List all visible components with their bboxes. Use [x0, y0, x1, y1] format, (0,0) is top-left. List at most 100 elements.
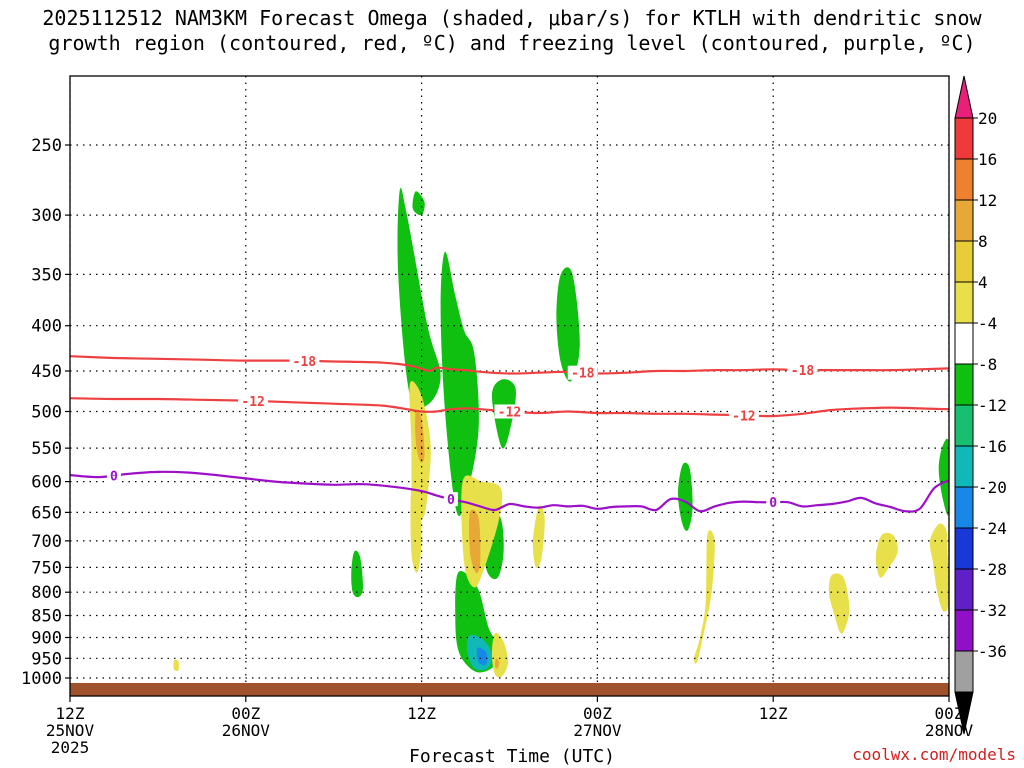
contour-label-bg-0-1	[567, 365, 598, 380]
omega-area-22	[828, 573, 850, 634]
y-tick-label-800: 800	[31, 583, 62, 603]
y-tick-label-600: 600	[31, 473, 62, 493]
colorbar-label-1: 16	[978, 150, 997, 169]
omega-area-17	[532, 505, 545, 569]
credit-text: coolwx.com/models	[852, 745, 1016, 764]
y-tick-label-300: 300	[31, 206, 62, 226]
contour-label-bg-1-2	[728, 408, 759, 423]
colorbar-label-5: -4	[978, 314, 997, 333]
contour-label-1-2: -12	[732, 409, 755, 424]
x-tick-label-0: 12Z	[56, 704, 85, 723]
contour-label-1-0: -12	[241, 395, 264, 410]
omega-area-13	[415, 410, 425, 463]
plot-area: -18 -18 -18 -12 -12 -12 0 0 0	[70, 76, 949, 696]
omega-area-21	[694, 530, 715, 664]
colorbar-top-arrow	[954, 75, 974, 119]
colorbar-bin-4	[954, 281, 974, 324]
x-tick-date-36: 27NOV	[573, 721, 622, 740]
contour-label-bg-2-0	[106, 468, 121, 483]
y-tick-label-950: 950	[31, 649, 62, 669]
y-tick-label-1000: 1000	[21, 669, 62, 689]
colorbar-bin-2	[954, 199, 974, 242]
contour-label-bg-0-2	[787, 363, 818, 378]
y-tick-label-250: 250	[31, 136, 62, 156]
omega-area-6	[938, 438, 949, 516]
omega-area-24	[929, 523, 949, 612]
colorbar-label-12: -32	[978, 601, 1007, 620]
colorbar-bin-5	[954, 322, 974, 365]
omega-area-20	[173, 659, 179, 672]
x-tick-date-0: 25NOV	[46, 721, 95, 740]
contour-label-2-1: 0	[447, 493, 455, 508]
colorbar-label-6: -8	[978, 355, 997, 374]
colorbar-label-2: 12	[978, 191, 997, 210]
x-tick-label-48: 12Z	[759, 704, 788, 723]
omega-area-16	[469, 509, 481, 573]
colorbar-bin-6	[954, 363, 974, 406]
contour-label-bg-2-2	[766, 495, 781, 510]
y-tick-label-550: 550	[31, 439, 62, 459]
ground-fill	[70, 682, 949, 696]
colorbar-bin-0	[954, 117, 974, 160]
colorbar-bottom-arrow	[954, 691, 974, 735]
omega-area-14	[410, 483, 422, 573]
omega-area-11	[476, 647, 488, 666]
contour-label-0-1: -18	[571, 367, 595, 382]
y-tick-label-750: 750	[31, 558, 62, 578]
x-tick-label-36: 00Z	[583, 704, 612, 723]
x-tick-label-60: 00Z	[935, 704, 964, 723]
colorbar-label-0: 20	[978, 109, 997, 128]
colorbar-bin-3	[954, 240, 974, 283]
x-tick-year-0: 2025	[51, 738, 90, 757]
colorbar-bin-8	[954, 445, 974, 488]
colorbar-bin-9	[954, 486, 974, 529]
colorbar-bin-7	[954, 404, 974, 447]
contour-label-bg-2-1	[443, 492, 458, 507]
y-tick-label-900: 900	[31, 628, 62, 648]
y-tick-label-850: 850	[31, 607, 62, 627]
colorbar-label-11: -28	[978, 560, 1007, 579]
omega-area-0	[397, 187, 441, 410]
contour-label-0-0: -18	[293, 355, 317, 370]
y-tick-label-400: 400	[31, 317, 62, 337]
contour-label-2-0: 0	[110, 469, 118, 484]
x-tick-date-12: 26NOV	[222, 721, 271, 740]
omega-area-19	[494, 658, 500, 669]
colorbar-bin-12	[954, 609, 974, 652]
colorbar-label-13: -36	[978, 642, 1007, 661]
x-tick-label-12: 00Z	[231, 704, 260, 723]
colorbar-label-9: -20	[978, 478, 1007, 497]
colorbar-bin-13	[954, 650, 974, 693]
omega-area-5	[678, 462, 693, 531]
omega-area-18	[491, 632, 509, 678]
chart-title: 2025112512 NAM3KM Forecast Omega (shaded…	[0, 6, 1024, 56]
omega-area-1	[412, 191, 425, 216]
x-tick-date-60: 28NOV	[925, 721, 974, 740]
contour-label-bg-1-0	[238, 393, 269, 408]
contour-label-bg-0-0	[289, 353, 320, 368]
contour-label-0-2: -18	[791, 364, 815, 379]
chart-title-line1: 2025112512 NAM3KM Forecast Omega (shaded…	[42, 6, 982, 30]
omega-area-23	[875, 532, 898, 578]
colorbar-bin-10	[954, 527, 974, 570]
omega-area-2	[440, 251, 479, 517]
omega-area-4	[556, 267, 580, 382]
contour-label-1-1: -12	[498, 406, 521, 421]
y-tick-label-450: 450	[31, 362, 62, 382]
colorbar-bin-1	[954, 158, 974, 201]
contour-label-bg-1-1	[494, 404, 525, 419]
axes: 2503003504004505005506006507007508008509…	[21, 75, 974, 757]
colorbar-label-7: -12	[978, 396, 1007, 415]
plot-content: -18 -18 -18 -12 -12 -12 0 0 0	[70, 76, 949, 696]
contour-line-2	[70, 470, 949, 513]
chart-title-line2: growth region (contoured, red, ºC) and f…	[48, 31, 976, 55]
omega-area-7	[351, 550, 364, 598]
colorbar-label-4: 4	[978, 273, 988, 292]
x-axis-label: Forecast Time (UTC)	[409, 746, 615, 767]
colorbar: 20 16 12 8 4 -4 -8 -12 -16 -20 -24 -28 -32 -36	[954, 75, 1007, 735]
contour-label-2-2: 0	[769, 496, 777, 511]
y-tick-label-500: 500	[31, 403, 62, 423]
colorbar-label-3: 8	[978, 232, 988, 251]
y-tick-label-650: 650	[31, 503, 62, 523]
